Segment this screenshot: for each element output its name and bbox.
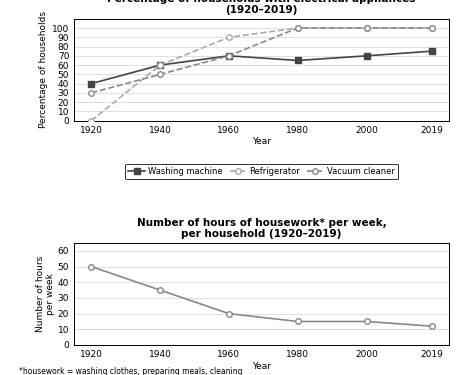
X-axis label: Year: Year bbox=[252, 137, 271, 146]
Text: *housework = washing clothes, preparing meals, cleaning: *housework = washing clothes, preparing … bbox=[19, 367, 242, 375]
Title: Number of hours of housework* per week,
per household (1920–2019): Number of hours of housework* per week, … bbox=[137, 218, 387, 240]
Y-axis label: Number of hours
per week: Number of hours per week bbox=[36, 256, 55, 332]
Title: Percentage of households with electrical appliances
(1920–2019): Percentage of households with electrical… bbox=[107, 0, 416, 15]
Y-axis label: Percentage of households: Percentage of households bbox=[39, 11, 48, 128]
X-axis label: Year: Year bbox=[252, 362, 271, 370]
Legend: Washing machine, Refrigerator, Vacuum cleaner: Washing machine, Refrigerator, Vacuum cl… bbox=[125, 164, 398, 179]
